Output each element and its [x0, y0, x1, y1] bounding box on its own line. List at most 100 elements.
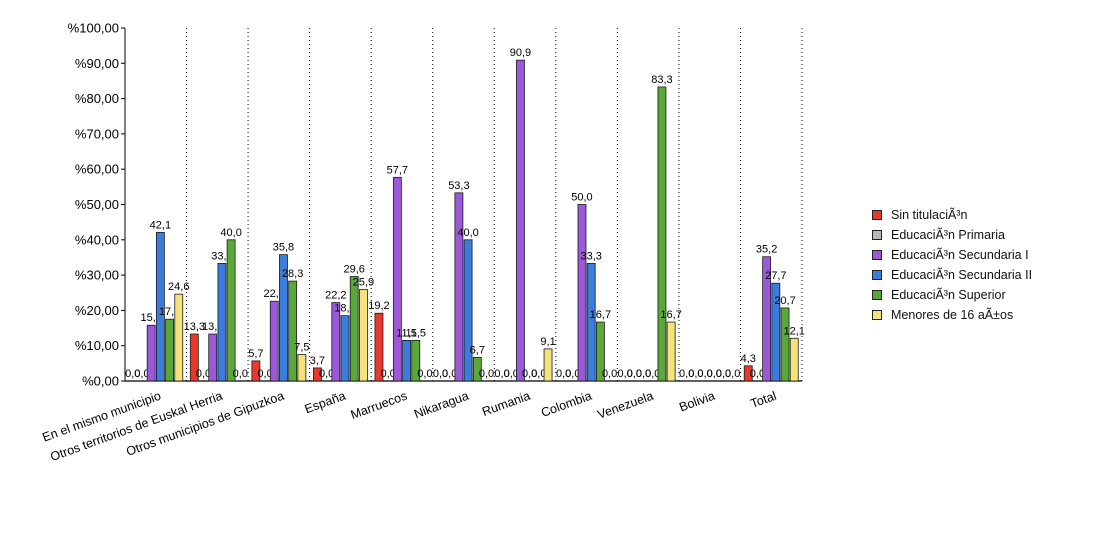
- data-label: 16,7: [660, 309, 681, 321]
- legend-label: EducaciÃ³n Secundaria II: [891, 268, 1033, 282]
- legend-item: Menores de 16 aÃ±os: [872, 305, 1032, 325]
- data-label: 0,0: [442, 368, 457, 380]
- bar: [577, 204, 587, 382]
- y-tick-label: %40,00: [75, 232, 119, 247]
- bar: [165, 318, 174, 382]
- x-tick-label: Colombia: [539, 389, 593, 420]
- data-label: 40,0: [220, 227, 241, 239]
- bar: [174, 293, 184, 382]
- data-label: 0,0: [134, 368, 149, 380]
- data-label: 90,9: [510, 47, 531, 59]
- data-label: 0,0: [381, 368, 396, 380]
- y-tick-label: %70,00: [75, 126, 119, 141]
- x-tick-label: Bolivia: [677, 389, 716, 415]
- legend-item: EducaciÃ³n Primaria: [872, 225, 1032, 245]
- bar: [226, 239, 236, 382]
- bar: [595, 321, 605, 382]
- legend-label: Sin titulaciÃ³n: [891, 208, 968, 222]
- data-label: 0,0: [565, 368, 580, 380]
- data-label: 0,0: [645, 368, 660, 380]
- data-label: 42,1: [150, 219, 171, 231]
- data-label: 33,3: [580, 250, 601, 262]
- legend-swatch: [872, 310, 882, 320]
- bar: [762, 256, 772, 382]
- x-tick-label: Total: [749, 389, 779, 411]
- data-label: 9,1: [540, 336, 555, 348]
- y-tick-label: %90,00: [75, 56, 119, 71]
- bar: [666, 321, 676, 382]
- y-tick-label: %80,00: [75, 91, 119, 106]
- bar: [349, 276, 359, 382]
- legend-swatch: [872, 270, 882, 280]
- bar: [392, 176, 402, 382]
- bar: [208, 333, 218, 382]
- data-label: 0,0: [716, 368, 731, 380]
- data-label: 0,0: [417, 368, 432, 380]
- x-tick-label: Nikaragua: [412, 389, 470, 422]
- data-label: 0,0: [479, 368, 494, 380]
- data-label: 0,0: [125, 368, 140, 380]
- data-label: 3,7: [310, 355, 325, 367]
- bar: [780, 307, 790, 382]
- data-label: 12,1: [784, 325, 805, 337]
- data-label: 0,0: [617, 368, 632, 380]
- data-label: 19,2: [368, 300, 389, 312]
- data-label: 5,7: [248, 348, 263, 360]
- legend-item: Sin titulaciÃ³n: [872, 205, 1032, 225]
- x-tick-label: Rumania: [480, 389, 532, 419]
- legend-swatch: [872, 250, 882, 260]
- data-label: 0,0: [196, 368, 211, 380]
- data-label: 35,8: [273, 242, 294, 254]
- bar: [411, 340, 421, 382]
- data-label: 0,0: [636, 368, 651, 380]
- legend-label: Menores de 16 aÃ±os: [891, 308, 1014, 322]
- data-label: 0,0: [319, 368, 334, 380]
- data-label: 53,3: [448, 180, 469, 192]
- bar: [146, 324, 156, 382]
- y-tick-label: %100,00: [68, 21, 119, 36]
- bar: [297, 354, 307, 382]
- bar: [743, 365, 753, 382]
- bar: [313, 367, 322, 382]
- x-tick-label: España: [303, 389, 348, 417]
- bar: [359, 289, 368, 382]
- bar: [340, 315, 350, 382]
- data-label: 27,7: [765, 270, 786, 282]
- data-label: 0,0: [707, 368, 722, 380]
- y-tick-label: %10,00: [75, 338, 119, 353]
- y-tick-label: %20,00: [75, 303, 119, 318]
- bar: [657, 86, 667, 382]
- data-label: 7,5: [294, 342, 309, 354]
- bar: [269, 300, 279, 382]
- y-tick-label: %0,00: [82, 374, 119, 389]
- bar: [288, 280, 298, 382]
- data-label: 20,7: [774, 295, 795, 307]
- bar: [463, 239, 473, 382]
- data-label: 0,0: [531, 368, 546, 380]
- data-label: 0,0: [233, 368, 248, 380]
- data-label: 0,0: [257, 368, 272, 380]
- legend-swatch: [872, 210, 882, 220]
- bar: [454, 192, 464, 382]
- bar: [402, 340, 411, 382]
- data-label: 24,6: [168, 281, 189, 293]
- legend-label: EducaciÃ³n Primaria: [891, 228, 1005, 242]
- data-label: 0,0: [602, 368, 617, 380]
- data-label: 25,9: [353, 277, 374, 289]
- bar: [543, 348, 553, 382]
- data-label: 13,3: [184, 321, 205, 333]
- bar: [374, 312, 384, 382]
- bar: [789, 337, 799, 382]
- data-label: 4,3: [741, 353, 756, 365]
- data-label: 0,0: [688, 368, 703, 380]
- x-tick-label: Marruecos: [349, 389, 409, 422]
- x-tick-label: Venezuela: [596, 389, 656, 422]
- data-label: 35,2: [756, 244, 777, 256]
- data-label: 0,0: [679, 368, 694, 380]
- data-label: 0,0: [522, 368, 537, 380]
- bar: [331, 302, 341, 382]
- legend-item: EducaciÃ³n Secundaria II: [872, 265, 1032, 285]
- data-label: 16,7: [590, 309, 611, 321]
- legend-swatch: [872, 230, 882, 240]
